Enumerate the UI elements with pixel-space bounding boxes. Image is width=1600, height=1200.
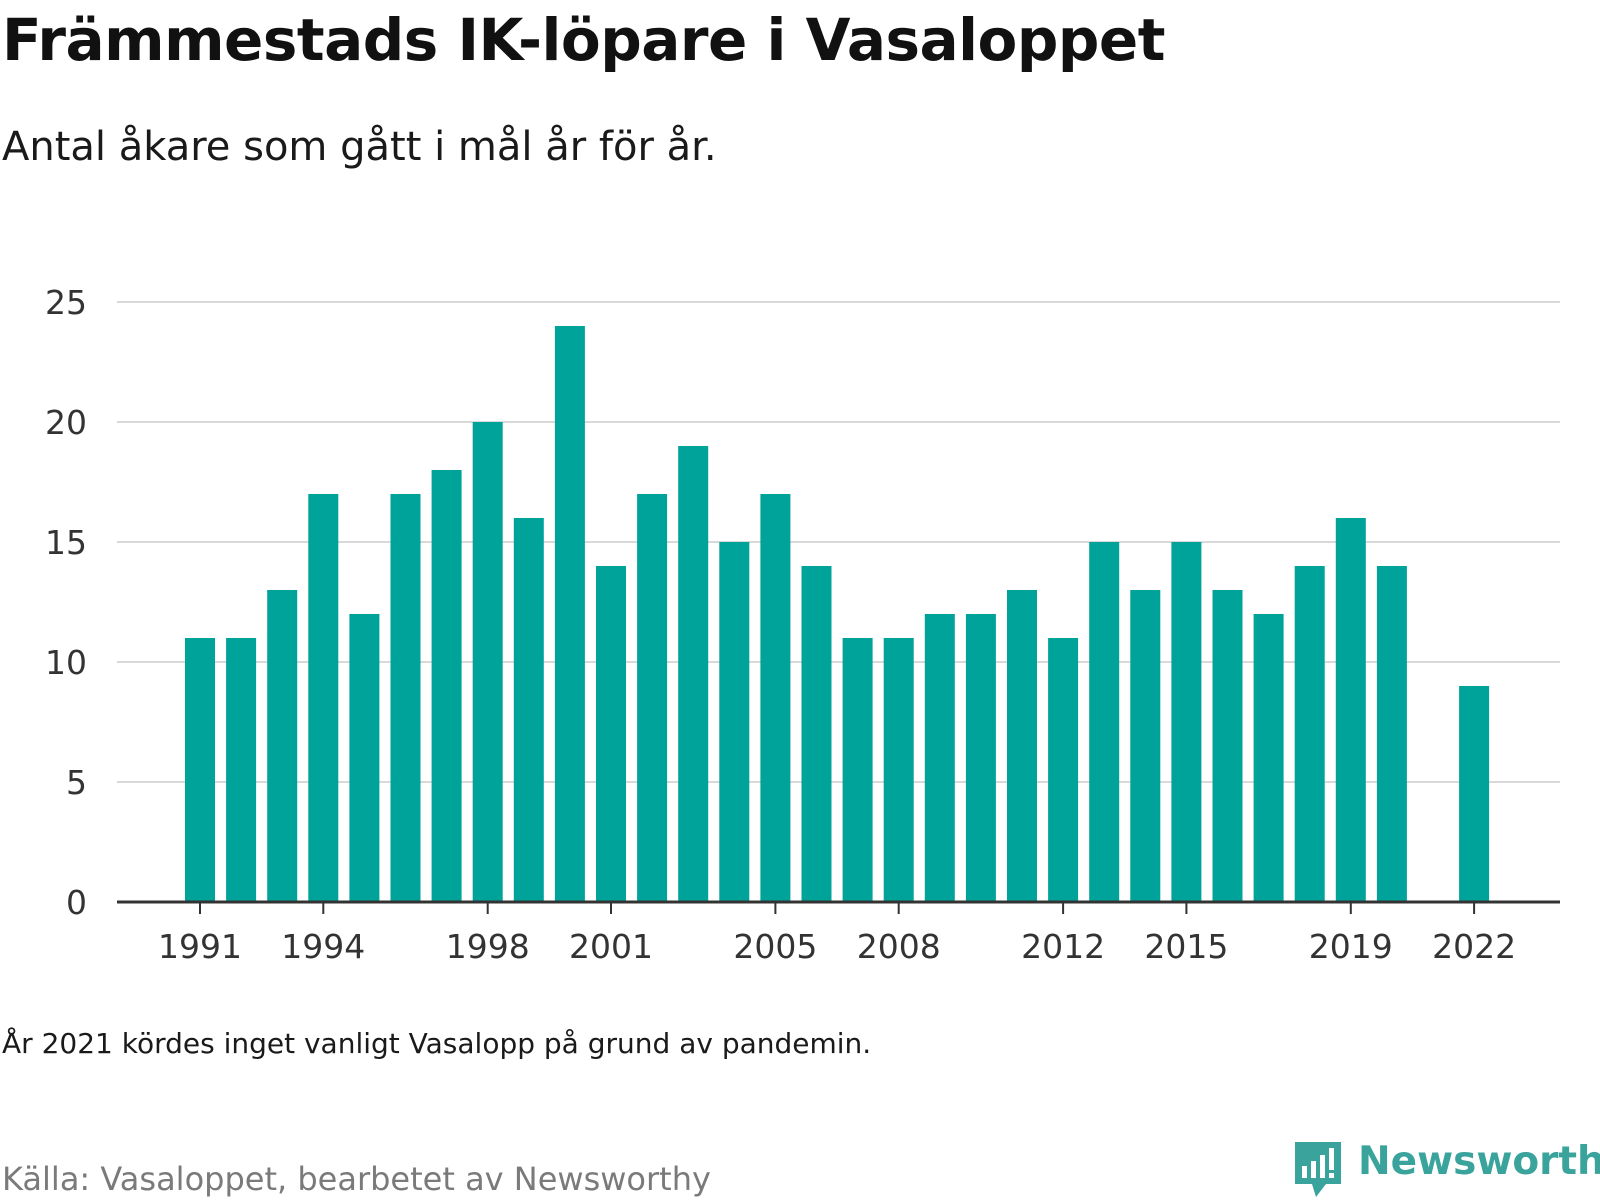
bar-2007	[842, 638, 873, 902]
x-tick-label: 1998	[446, 927, 530, 966]
axes: 0 5 10 15 20 25 1991 1994 1998 2001 2005 2008 2012 20…	[45, 283, 1560, 966]
bar-chart: 0 5 10 15 20 25 1991 1994 1998 2001 2005 2008 2012 20…	[45, 283, 1560, 966]
bar-1991	[185, 638, 215, 902]
x-tick-label: 2022	[1432, 927, 1516, 966]
bar-1995	[349, 614, 380, 902]
bar-2003	[678, 446, 709, 902]
bar-2012	[1048, 638, 1079, 902]
y-tick-label: 5	[66, 763, 87, 802]
bar-2019	[1335, 518, 1366, 902]
chart-subtitle: Antal åkare som gått i mål år för år.	[2, 124, 717, 170]
y-tick-label: 0	[66, 883, 87, 922]
bar-2018	[1294, 566, 1325, 902]
newsworthy-logo-icon	[1295, 1142, 1341, 1197]
bar-2020	[1376, 566, 1407, 902]
x-tick-label: 1991	[158, 927, 242, 966]
bar-1999	[513, 518, 544, 902]
bar-2010	[965, 614, 996, 902]
source-credit: Källa: Vasaloppet, bearbetet av Newswort…	[2, 1160, 711, 1198]
brand-name: Newsworthy	[1358, 1139, 1600, 1184]
bar-2022	[1459, 686, 1490, 902]
x-tick-label: 2001	[569, 927, 653, 966]
bar-2009	[924, 614, 955, 902]
x-tick-label: 2005	[733, 927, 817, 966]
bar-1992	[226, 638, 257, 902]
bar-2014	[1130, 590, 1161, 902]
newsworthy-brand: Newsworthy	[1292, 1140, 1600, 1200]
bar-2015	[1171, 542, 1202, 902]
bar-1997	[431, 470, 462, 902]
bar-2008	[883, 638, 914, 902]
bar-2013	[1089, 542, 1120, 902]
bar-1998	[472, 422, 503, 902]
chart-title: Främmestads IK-löpare i Vasaloppet	[2, 6, 1165, 74]
x-tick-label: 2019	[1309, 927, 1393, 966]
bars	[185, 326, 1490, 902]
bar-2000	[554, 326, 585, 902]
bar-2002	[637, 494, 668, 902]
bar-1993	[267, 590, 298, 902]
x-tick-label: 2015	[1144, 927, 1228, 966]
bar-2001	[596, 566, 626, 902]
bar-1996	[390, 494, 421, 902]
x-tick-label: 1994	[281, 927, 365, 966]
x-tick-label: 2012	[1021, 927, 1105, 966]
y-tick-label: 25	[45, 283, 87, 322]
x-tick-label: 2008	[857, 927, 941, 966]
bar-2006	[801, 566, 832, 902]
y-tick-label: 15	[45, 523, 87, 562]
y-tick-label: 20	[45, 403, 87, 442]
bar-2016	[1212, 590, 1243, 902]
bar-2011	[1007, 590, 1037, 902]
bar-1994	[308, 494, 339, 902]
chart-footnote: År 2021 kördes inget vanligt Vasalopp på…	[2, 1027, 872, 1060]
bar-2017	[1253, 614, 1284, 902]
y-tick-label: 10	[45, 643, 87, 682]
bar-2004	[719, 542, 750, 902]
bar-2005	[760, 494, 791, 902]
